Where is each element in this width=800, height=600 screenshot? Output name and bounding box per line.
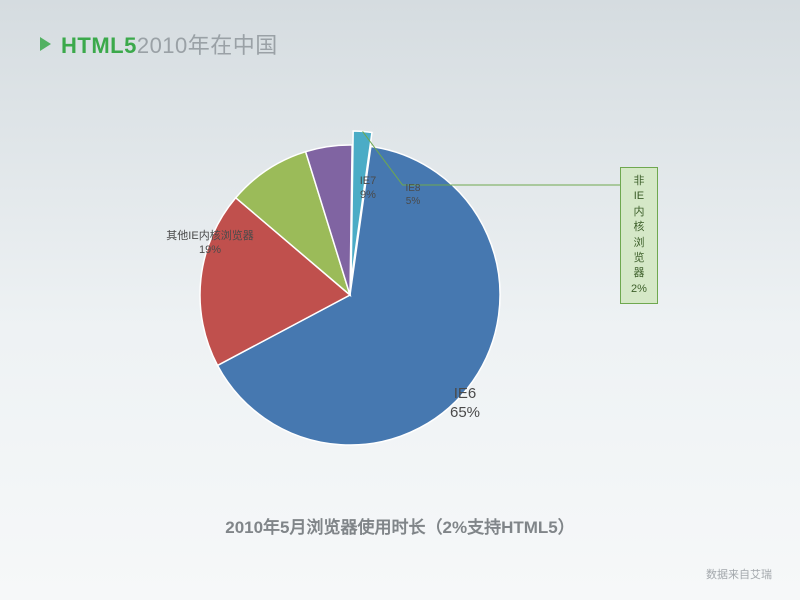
callout-box: 非IE内核浏览器2%	[620, 167, 658, 304]
callout-name: 非IE内核浏览器	[631, 174, 647, 282]
title-strong: HTML5	[61, 33, 137, 58]
callout-pct: 2%	[631, 282, 647, 297]
data-source: 数据来自艾瑞	[706, 566, 772, 582]
pie-chart: IE665%其他IE内核浏览器19%IE79%IE85% 非IE内核浏览器2%	[170, 115, 630, 475]
pie-svg	[170, 115, 630, 475]
title-text: HTML52010年在中国	[61, 28, 278, 60]
slide-title: HTML52010年在中国	[40, 28, 278, 60]
chart-subtitle: 2010年5月浏览器使用时长（2%支持HTML5）	[0, 513, 800, 538]
bullet-icon	[40, 37, 51, 51]
title-rest: 2010年在中国	[137, 33, 278, 58]
